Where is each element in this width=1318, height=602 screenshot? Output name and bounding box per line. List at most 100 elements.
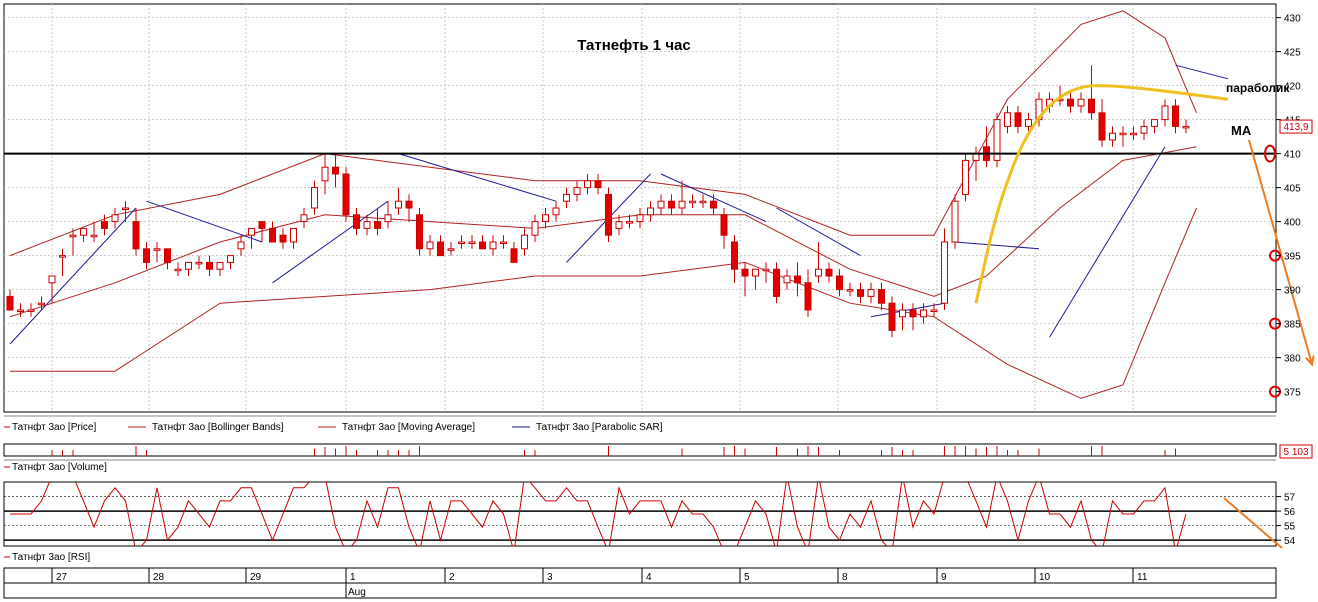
candle-body (153, 248, 161, 251)
candle (216, 261, 224, 276)
time-axis: 27 28 29 1 2 3 4 5 8 9 10 11 Aug (3, 567, 1277, 599)
candle-body (605, 193, 612, 236)
orange-arrow-head (1305, 355, 1315, 367)
candle-body (930, 309, 938, 312)
rsi-line (10, 482, 1283, 549)
candle-body (1109, 132, 1116, 141)
candle (1172, 99, 1179, 134)
price-axis-label: 375 (1284, 388, 1301, 399)
rsi-axis-label: 54 (1284, 536, 1296, 547)
rsi-axis-label: 55 (1284, 522, 1296, 533)
candle-body (416, 214, 423, 250)
level-highlight-circle (1264, 144, 1276, 163)
candle-body (311, 187, 318, 209)
candle-body (804, 282, 812, 311)
candle (699, 194, 707, 208)
candle-body (699, 200, 707, 204)
candle (1004, 106, 1011, 134)
candle (930, 303, 938, 317)
annotations (974, 84, 1315, 398)
time-day-ticks: 27 28 29 1 2 3 4 5 8 9 10 11 (51, 568, 1148, 598)
candle (1119, 126, 1127, 147)
candle (678, 180, 686, 215)
rsi-axis: 54 55 56 57 (1276, 493, 1296, 547)
candle (521, 228, 528, 256)
candle (720, 208, 728, 249)
candle (626, 214, 633, 229)
candle-body (6, 295, 14, 311)
candle (909, 303, 917, 331)
volume-bars (51, 446, 1176, 456)
candle (1014, 106, 1022, 134)
rsi-polyline (10, 482, 1187, 546)
time-axis-day-label: 11 (1137, 572, 1148, 583)
candle (573, 180, 581, 202)
volume-last-label: 5 103 (1283, 447, 1308, 458)
sar-segment (9, 207, 137, 345)
candle (69, 228, 77, 256)
candle-body (332, 166, 339, 175)
candle-body (1088, 98, 1095, 114)
candle-body (510, 248, 518, 263)
candle (174, 262, 182, 276)
candle (132, 208, 140, 256)
candle-body (405, 200, 413, 209)
rsi-panel: 54 55 56 57 Татнфт 3ао [RSI] (3, 481, 1296, 563)
candle (48, 275, 56, 304)
price-axis-label: 385 (1284, 320, 1301, 331)
candle-body (300, 214, 308, 223)
candle-body (710, 200, 717, 209)
candle (1130, 126, 1137, 140)
candle-body (1077, 98, 1085, 107)
candle (468, 235, 476, 249)
candle-body (783, 275, 791, 284)
candle (783, 269, 791, 290)
candle-body (741, 268, 749, 277)
candle (426, 235, 434, 256)
candle (962, 153, 969, 202)
time-axis-day-label: 10 (1039, 572, 1051, 583)
candle-body (248, 227, 255, 236)
annotation-parabolic: параболик (1226, 81, 1290, 95)
candle (636, 208, 644, 229)
candle-body (1025, 119, 1032, 127)
candle-body (542, 214, 549, 223)
candle (752, 268, 759, 290)
candle (38, 296, 45, 310)
candle-body (80, 227, 87, 236)
candle (1140, 119, 1148, 140)
price-axis-label: 425 (1284, 48, 1301, 59)
candle (773, 262, 780, 304)
price-axis-label: 430 (1284, 14, 1301, 25)
candle-body (1151, 119, 1158, 127)
candle (311, 180, 318, 215)
rsi-axis-label: 57 (1284, 493, 1296, 504)
candle-body (909, 309, 917, 318)
candle-body (857, 289, 864, 297)
time-axis-day-label: 28 (153, 572, 165, 583)
rsi-axis-label: 56 (1284, 507, 1296, 518)
candle-body (258, 221, 266, 229)
candle-body (216, 261, 224, 270)
candle-body (762, 268, 770, 272)
candle (605, 187, 612, 242)
candle-body (17, 309, 24, 312)
candle (27, 303, 35, 317)
candle (647, 201, 654, 222)
candle (206, 255, 213, 276)
candle (227, 255, 234, 270)
candle-body (1098, 112, 1106, 141)
candle-body (731, 241, 738, 270)
candle (90, 221, 98, 242)
candle (762, 262, 770, 283)
candle (920, 303, 927, 324)
candle-body (962, 159, 969, 195)
candle-body (90, 234, 98, 238)
volume-panel: 5 103 Татнфт 3ао [Volume] (3, 443, 1313, 473)
candle (248, 227, 255, 249)
candle (363, 214, 371, 236)
candle (951, 194, 959, 249)
candle (563, 187, 570, 208)
candle-body (122, 207, 129, 210)
candle (395, 187, 402, 215)
